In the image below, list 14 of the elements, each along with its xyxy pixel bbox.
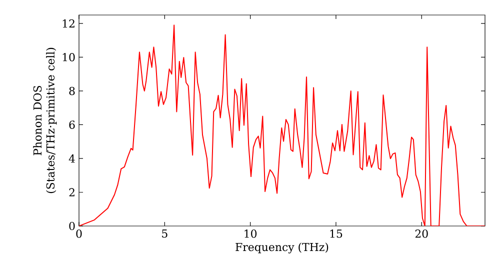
x-tick-label: 10 [244,230,257,238]
x-tick-label: 15 [330,230,342,238]
x-tick-label: 20 [415,230,428,238]
x-tick-label: 0 [76,230,82,238]
x-axis-title: Frequency (THz) [236,242,328,254]
y-tick-label: 12 [62,19,74,28]
y-tick-label: 0 [69,222,75,230]
y-tick-label: 4 [68,154,75,163]
y-tick-label: 10 [62,53,75,62]
y-tick-label: 6 [69,120,75,129]
y-tick-label: 2 [69,188,74,196]
y-tick-label: 8 [69,86,75,96]
y-axis-title: Phonon DOS (States/THz·primitive cell) [33,48,57,194]
x-tick-label: 5 [162,230,168,238]
